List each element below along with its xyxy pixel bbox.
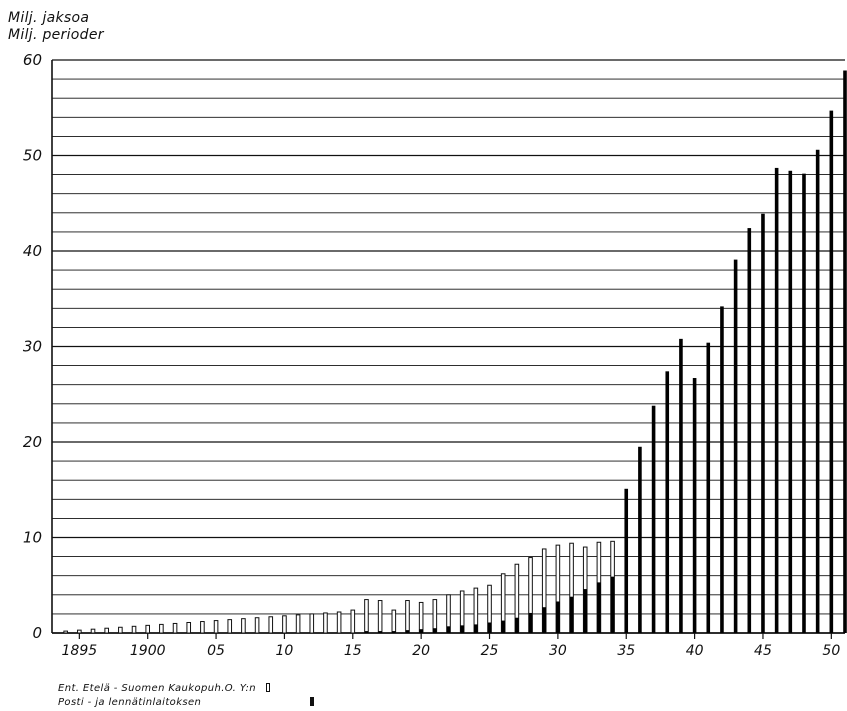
bar-open (213, 620, 219, 634)
bar-solid (829, 110, 834, 634)
bar-solid (378, 631, 382, 633)
bar-solid (474, 624, 478, 633)
y-tick-label: 30 (23, 338, 42, 356)
y-tick-label: 60 (23, 51, 42, 69)
bar-open (254, 617, 260, 634)
bar-solid (487, 622, 492, 633)
bar-open (145, 624, 151, 634)
y-tick-label: 10 (23, 529, 42, 547)
bar-solid (733, 259, 738, 633)
bar-solid (706, 342, 711, 633)
x-tick-label: 35 (617, 643, 635, 659)
bar-open (336, 611, 342, 634)
bar-solid (446, 626, 451, 633)
bar-solid (788, 170, 793, 633)
bar-solid (679, 338, 683, 633)
bar-solid (392, 631, 396, 633)
bar-open (405, 600, 410, 634)
x-tick-label: 50 (822, 643, 840, 659)
y-tick-label: 50 (23, 147, 42, 165)
bar-open (63, 630, 68, 634)
bar-solid (569, 596, 574, 633)
x-tick-label: 10 (276, 643, 294, 659)
x-tick-label: 1900 (130, 643, 166, 659)
bar-open (295, 614, 301, 634)
bar-solid (610, 576, 615, 633)
legend-swatch-open (265, 683, 270, 692)
bar-open (118, 626, 123, 634)
bar-solid (433, 628, 437, 633)
bar-solid (364, 631, 369, 633)
y-tick-label: 0 (32, 624, 42, 642)
y-axis-title-swedish: Milj. perioder (8, 27, 104, 43)
bar-solid (460, 625, 464, 633)
bar-open (268, 616, 274, 634)
bar-solid (692, 378, 697, 633)
bar-solid (515, 617, 519, 633)
bar-open (364, 599, 369, 634)
bar-solid (542, 607, 547, 633)
bar-open (309, 613, 315, 634)
bar-solid (624, 488, 629, 633)
bar-solid (419, 629, 423, 633)
x-tick-label: 30 (549, 643, 567, 659)
bar-open (77, 629, 82, 634)
bar-solid (761, 213, 765, 633)
legend-label-open: Ent. Etelä - Suomen Kaukopuh.O. Y:n (58, 683, 256, 694)
y-tick-label: 20 (23, 433, 42, 451)
legend-swatch-solid (309, 697, 314, 706)
bar-open (159, 623, 164, 634)
bar-open (172, 622, 178, 634)
x-tick-label: 25 (481, 643, 499, 659)
x-tick-label: 45 (754, 643, 772, 659)
x-tick-label: 15 (344, 643, 362, 659)
bar-solid (774, 167, 779, 634)
bar-open (104, 627, 109, 634)
legend-label-solid: Posti - ja lennätinlaitoksen (58, 697, 202, 708)
bar-open (186, 621, 192, 634)
y-axis-title-finnish: Milj. jaksoa (8, 10, 90, 26)
bar-solid (528, 612, 533, 633)
legend-entry-solid: Posti - ja lennätinlaitoksen (58, 697, 314, 708)
bar-solid (556, 601, 560, 633)
bar-solid (638, 446, 642, 633)
x-tick-label: 40 (686, 643, 704, 659)
legend-entry-open: Ent. Etelä - Suomen Kaukopuh.O. Y:n (58, 683, 270, 694)
bar-open (432, 599, 438, 634)
x-tick-label: 1895 (62, 643, 98, 659)
bar-solid (815, 149, 820, 633)
bar-open (241, 618, 246, 634)
bar-solid (583, 589, 588, 633)
bar-solid (501, 620, 505, 633)
bar-open (282, 615, 287, 634)
bar-open (418, 601, 424, 634)
bar-open (131, 625, 137, 634)
y-tick-label: 40 (23, 242, 42, 260)
bar-open (377, 600, 383, 634)
bar-solid (651, 405, 656, 633)
bar-solid (843, 70, 847, 633)
bar-solid (665, 371, 670, 633)
bar-solid (405, 630, 410, 633)
bar-solid (720, 306, 724, 633)
x-tick-label: 05 (207, 643, 225, 659)
bar-solid (747, 228, 752, 633)
bar-open (350, 609, 356, 634)
bar-open (227, 619, 233, 634)
bar-solid (802, 173, 806, 633)
x-tick-label: 20 (412, 643, 430, 659)
bar-solid (597, 582, 601, 633)
bar-open (90, 628, 96, 634)
bar-open (391, 609, 397, 634)
bar-open (323, 612, 328, 634)
bar-open (200, 621, 205, 634)
